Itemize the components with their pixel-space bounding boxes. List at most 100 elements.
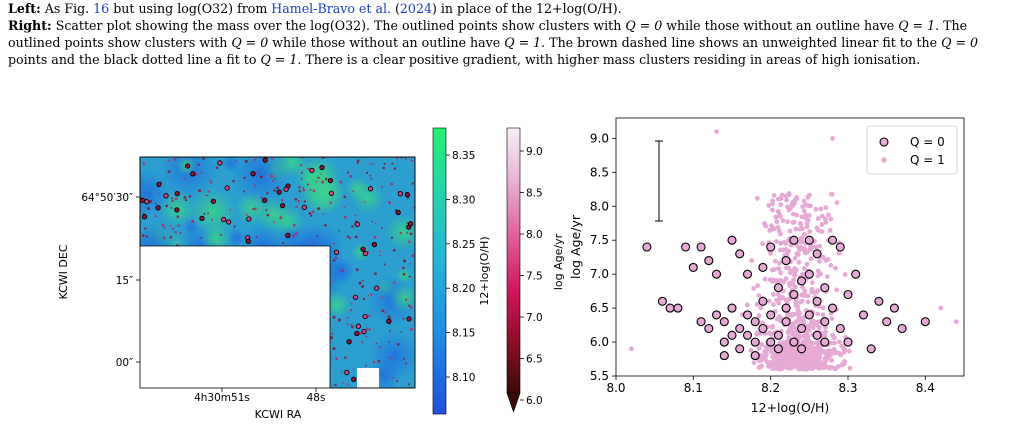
scatter-point-q1 xyxy=(826,354,831,360)
scatter-point-q0 xyxy=(882,317,892,327)
cluster-marker xyxy=(163,193,169,199)
scatter-point-q1 xyxy=(817,259,822,264)
scatter-point-q1 xyxy=(809,357,814,363)
cluster-marker xyxy=(301,204,307,211)
scatter-point-q1 xyxy=(807,229,813,235)
scatter-point-q1 xyxy=(832,340,837,346)
scatter-point-q1 xyxy=(807,213,812,218)
scatter-point-q1 xyxy=(767,346,773,352)
scatter-point-q1 xyxy=(794,195,799,200)
scatter-point-q1 xyxy=(785,219,790,225)
cluster-marker xyxy=(351,376,357,383)
scatter-point-q1 xyxy=(821,359,827,365)
colorbar-tick-label: 8.0 xyxy=(526,229,543,241)
scatter-point-q1 xyxy=(804,220,810,226)
scatter-point-q1 xyxy=(815,311,821,317)
scatter-point-q1 xyxy=(794,319,799,324)
cluster-marker xyxy=(346,339,352,345)
scatter-point-q1 xyxy=(763,344,769,350)
caption-math: Q = 0 xyxy=(941,35,979,50)
scatter-point-q0 xyxy=(742,310,753,320)
cluster-marker xyxy=(199,215,205,222)
scatter-point-q0 xyxy=(812,330,822,340)
citation-year-link[interactable]: 2024 xyxy=(399,1,432,16)
scatter-point-q1 xyxy=(820,305,826,311)
caption-text: As Fig. xyxy=(40,1,94,16)
scatter-point-q1 xyxy=(785,312,790,318)
scatter-point-q1 xyxy=(827,228,833,233)
scatter-point-q1 xyxy=(821,349,826,354)
scatter-point-q1 xyxy=(847,365,853,371)
scatter-point-q1 xyxy=(776,266,781,271)
scatter-point-q0 xyxy=(851,269,861,279)
scatter-point-q1 xyxy=(758,305,764,311)
scatter-point-q1 xyxy=(823,329,828,335)
scatter-point-q1 xyxy=(784,364,790,370)
scatter-point-q1 xyxy=(756,293,762,298)
scatter-point-q1 xyxy=(755,330,760,335)
scatter-point-q0 xyxy=(874,296,884,306)
colorbar-tick-label: 6.0 xyxy=(526,395,543,407)
scatter-point-q1 xyxy=(775,224,781,230)
scatter-point-q0 xyxy=(688,262,698,272)
scatter-point-q1 xyxy=(801,266,807,271)
scatter-point-q1 xyxy=(817,355,823,360)
citation-link[interactable]: Hamel-Bravo et al. xyxy=(271,1,391,16)
scatter-point-q1 xyxy=(818,271,823,277)
scatter-point-q1 xyxy=(771,277,776,283)
scatter-point-q1 xyxy=(770,207,775,213)
cluster-marker xyxy=(144,199,150,205)
scatter-point-q1 xyxy=(771,358,777,364)
cluster-marker xyxy=(354,330,360,337)
scatter-point-q1 xyxy=(771,292,776,297)
scatter-point-q1 xyxy=(774,219,780,225)
scatter-point-q0 xyxy=(642,242,652,252)
cluster-marker xyxy=(262,157,268,163)
caption-text: while those without an outline have xyxy=(268,35,505,50)
scatter-point-q1 xyxy=(796,244,802,250)
scatter-point-q1 xyxy=(834,350,840,356)
scatter-point-q0 xyxy=(866,344,876,354)
scatter-point-q1 xyxy=(779,366,785,371)
scatter-x-tick: 8.0 xyxy=(606,381,625,395)
cluster-marker xyxy=(404,192,411,198)
scatter-point-q1 xyxy=(793,353,799,358)
scatter-point-q1 xyxy=(839,343,845,349)
scatter-point-q1 xyxy=(793,226,799,232)
scatter-point-q1 xyxy=(797,226,803,232)
scatter-point-q1 xyxy=(829,316,835,321)
scatter-point-q0 xyxy=(750,337,760,347)
cluster-marker xyxy=(333,249,340,255)
scatter-point-q1 xyxy=(795,359,800,364)
scatter-point-q1 xyxy=(804,224,810,230)
scatter-point-q1 xyxy=(778,240,783,246)
scatter-point-q1 xyxy=(836,339,842,345)
scatter-point-q0 xyxy=(665,303,675,313)
caption-text: . The brown dashed line shows an unweigh… xyxy=(541,35,942,50)
scatter-point-q1 xyxy=(762,355,768,360)
scatter-point-q1 xyxy=(809,350,815,355)
scatter-point-q0 xyxy=(820,337,830,347)
scatter-point-q0 xyxy=(711,310,722,320)
scatter-point-q1 xyxy=(828,340,834,346)
scatter-point-q1 xyxy=(820,312,826,318)
scatter-point-q1 xyxy=(774,297,780,303)
scatter-point-q1 xyxy=(814,225,820,231)
map-y-tick: 00″ xyxy=(116,357,133,369)
scatter-point-q0 xyxy=(727,303,737,313)
scatter-point-q0 xyxy=(711,269,722,279)
scatter-point-q1 xyxy=(825,257,831,262)
scatter-point-q1 xyxy=(836,250,842,256)
caption-text: ) in place of the 12+log(O/H). xyxy=(431,1,622,16)
scatter-point-q1 xyxy=(784,340,789,346)
scatter-point-q1 xyxy=(816,349,822,355)
scatter-point-q0 xyxy=(727,330,737,340)
scatter-point-q1 xyxy=(776,228,782,234)
scatter-point-q1 xyxy=(770,201,775,207)
map-axes-box xyxy=(139,156,416,389)
cluster-marker xyxy=(276,189,282,195)
scatter-point-q1 xyxy=(783,276,789,282)
scatter-point-q1 xyxy=(828,216,834,222)
figure-reference-link[interactable]: 16 xyxy=(93,1,110,16)
caption-text: while those without an outline have xyxy=(662,18,899,33)
